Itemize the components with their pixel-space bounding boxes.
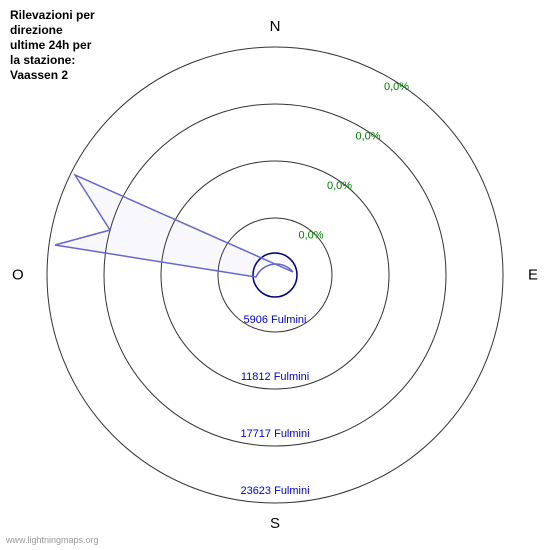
strikes-label-2: 17717 Fulmini bbox=[240, 428, 309, 440]
ring-1 bbox=[161, 161, 389, 389]
polar-chart: 0,0% 0,0% 0,0% 0,0% 5906 Fulmini 11812 Fulmi… bbox=[0, 0, 550, 550]
compass-s: S bbox=[270, 515, 280, 532]
footer-link: www.lightningmaps.org bbox=[6, 535, 99, 545]
strikes-label-0: 5906 Fulmini bbox=[244, 314, 307, 326]
pct-label-1: 0,0% bbox=[327, 180, 352, 192]
compass-e: E bbox=[528, 267, 538, 284]
pct-label-2: 0,0% bbox=[356, 131, 381, 143]
pct-label-0: 0,0% bbox=[299, 229, 324, 241]
strikes-label-1: 11812 Fulmini bbox=[241, 371, 309, 383]
compass-o: O bbox=[12, 267, 24, 284]
pct-label-3: 0,0% bbox=[384, 81, 409, 93]
direction-wedge bbox=[55, 175, 293, 277]
strikes-label-3: 23623 Fulmini bbox=[240, 485, 309, 497]
ring-2 bbox=[104, 104, 446, 446]
compass-n: N bbox=[270, 18, 281, 35]
